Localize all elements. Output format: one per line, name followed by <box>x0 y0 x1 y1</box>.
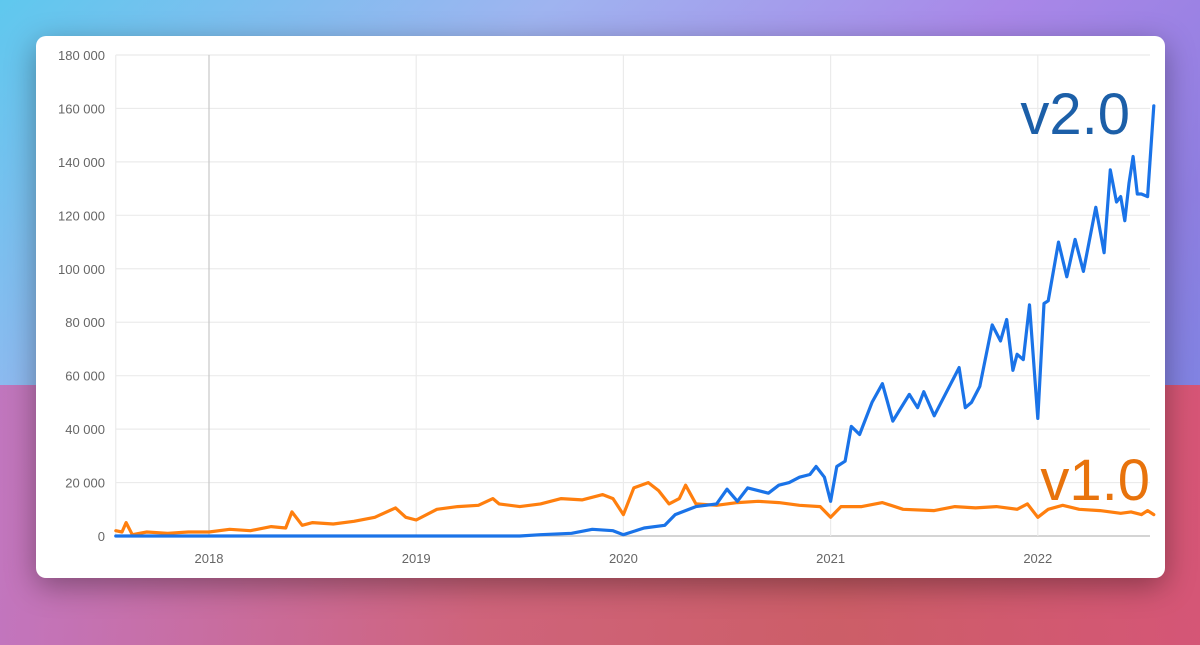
y-tick-label: 140 000 <box>58 155 105 170</box>
series-lines <box>114 104 1156 538</box>
x-tick-label: 2019 <box>402 551 431 566</box>
x-axis-ticks: 2018 2019 2020 2021 2022 <box>195 551 1053 566</box>
grid <box>115 54 1150 537</box>
series-line-v1.0 <box>114 481 1156 537</box>
y-tick-label: 20 000 <box>65 476 105 491</box>
y-tick-label: 0 <box>98 529 105 544</box>
x-tick-label: 2018 <box>195 551 224 566</box>
series-line-v2.0 <box>114 104 1156 538</box>
y-tick-label: 60 000 <box>65 369 105 384</box>
x-tick-label: 2022 <box>1023 551 1052 566</box>
chart-card <box>36 36 1165 578</box>
x-tick-label: 2020 <box>609 551 638 566</box>
y-tick-label: 120 000 <box>58 208 105 223</box>
y-axis-ticks: 0 20 000 40 000 60 000 80 000 100 000 120 000 1… <box>58 48 105 544</box>
series-label-v1: v1.0 <box>1040 448 1150 513</box>
y-tick-label: 160 000 <box>58 101 105 116</box>
y-tick-label: 180 000 <box>58 48 105 63</box>
series-label-v2: v2.0 <box>1020 82 1130 147</box>
y-tick-label: 100 000 <box>58 262 105 277</box>
x-tick-label: 2021 <box>816 551 845 566</box>
y-tick-label: 40 000 <box>65 422 105 437</box>
y-tick-label: 80 000 <box>65 315 105 330</box>
